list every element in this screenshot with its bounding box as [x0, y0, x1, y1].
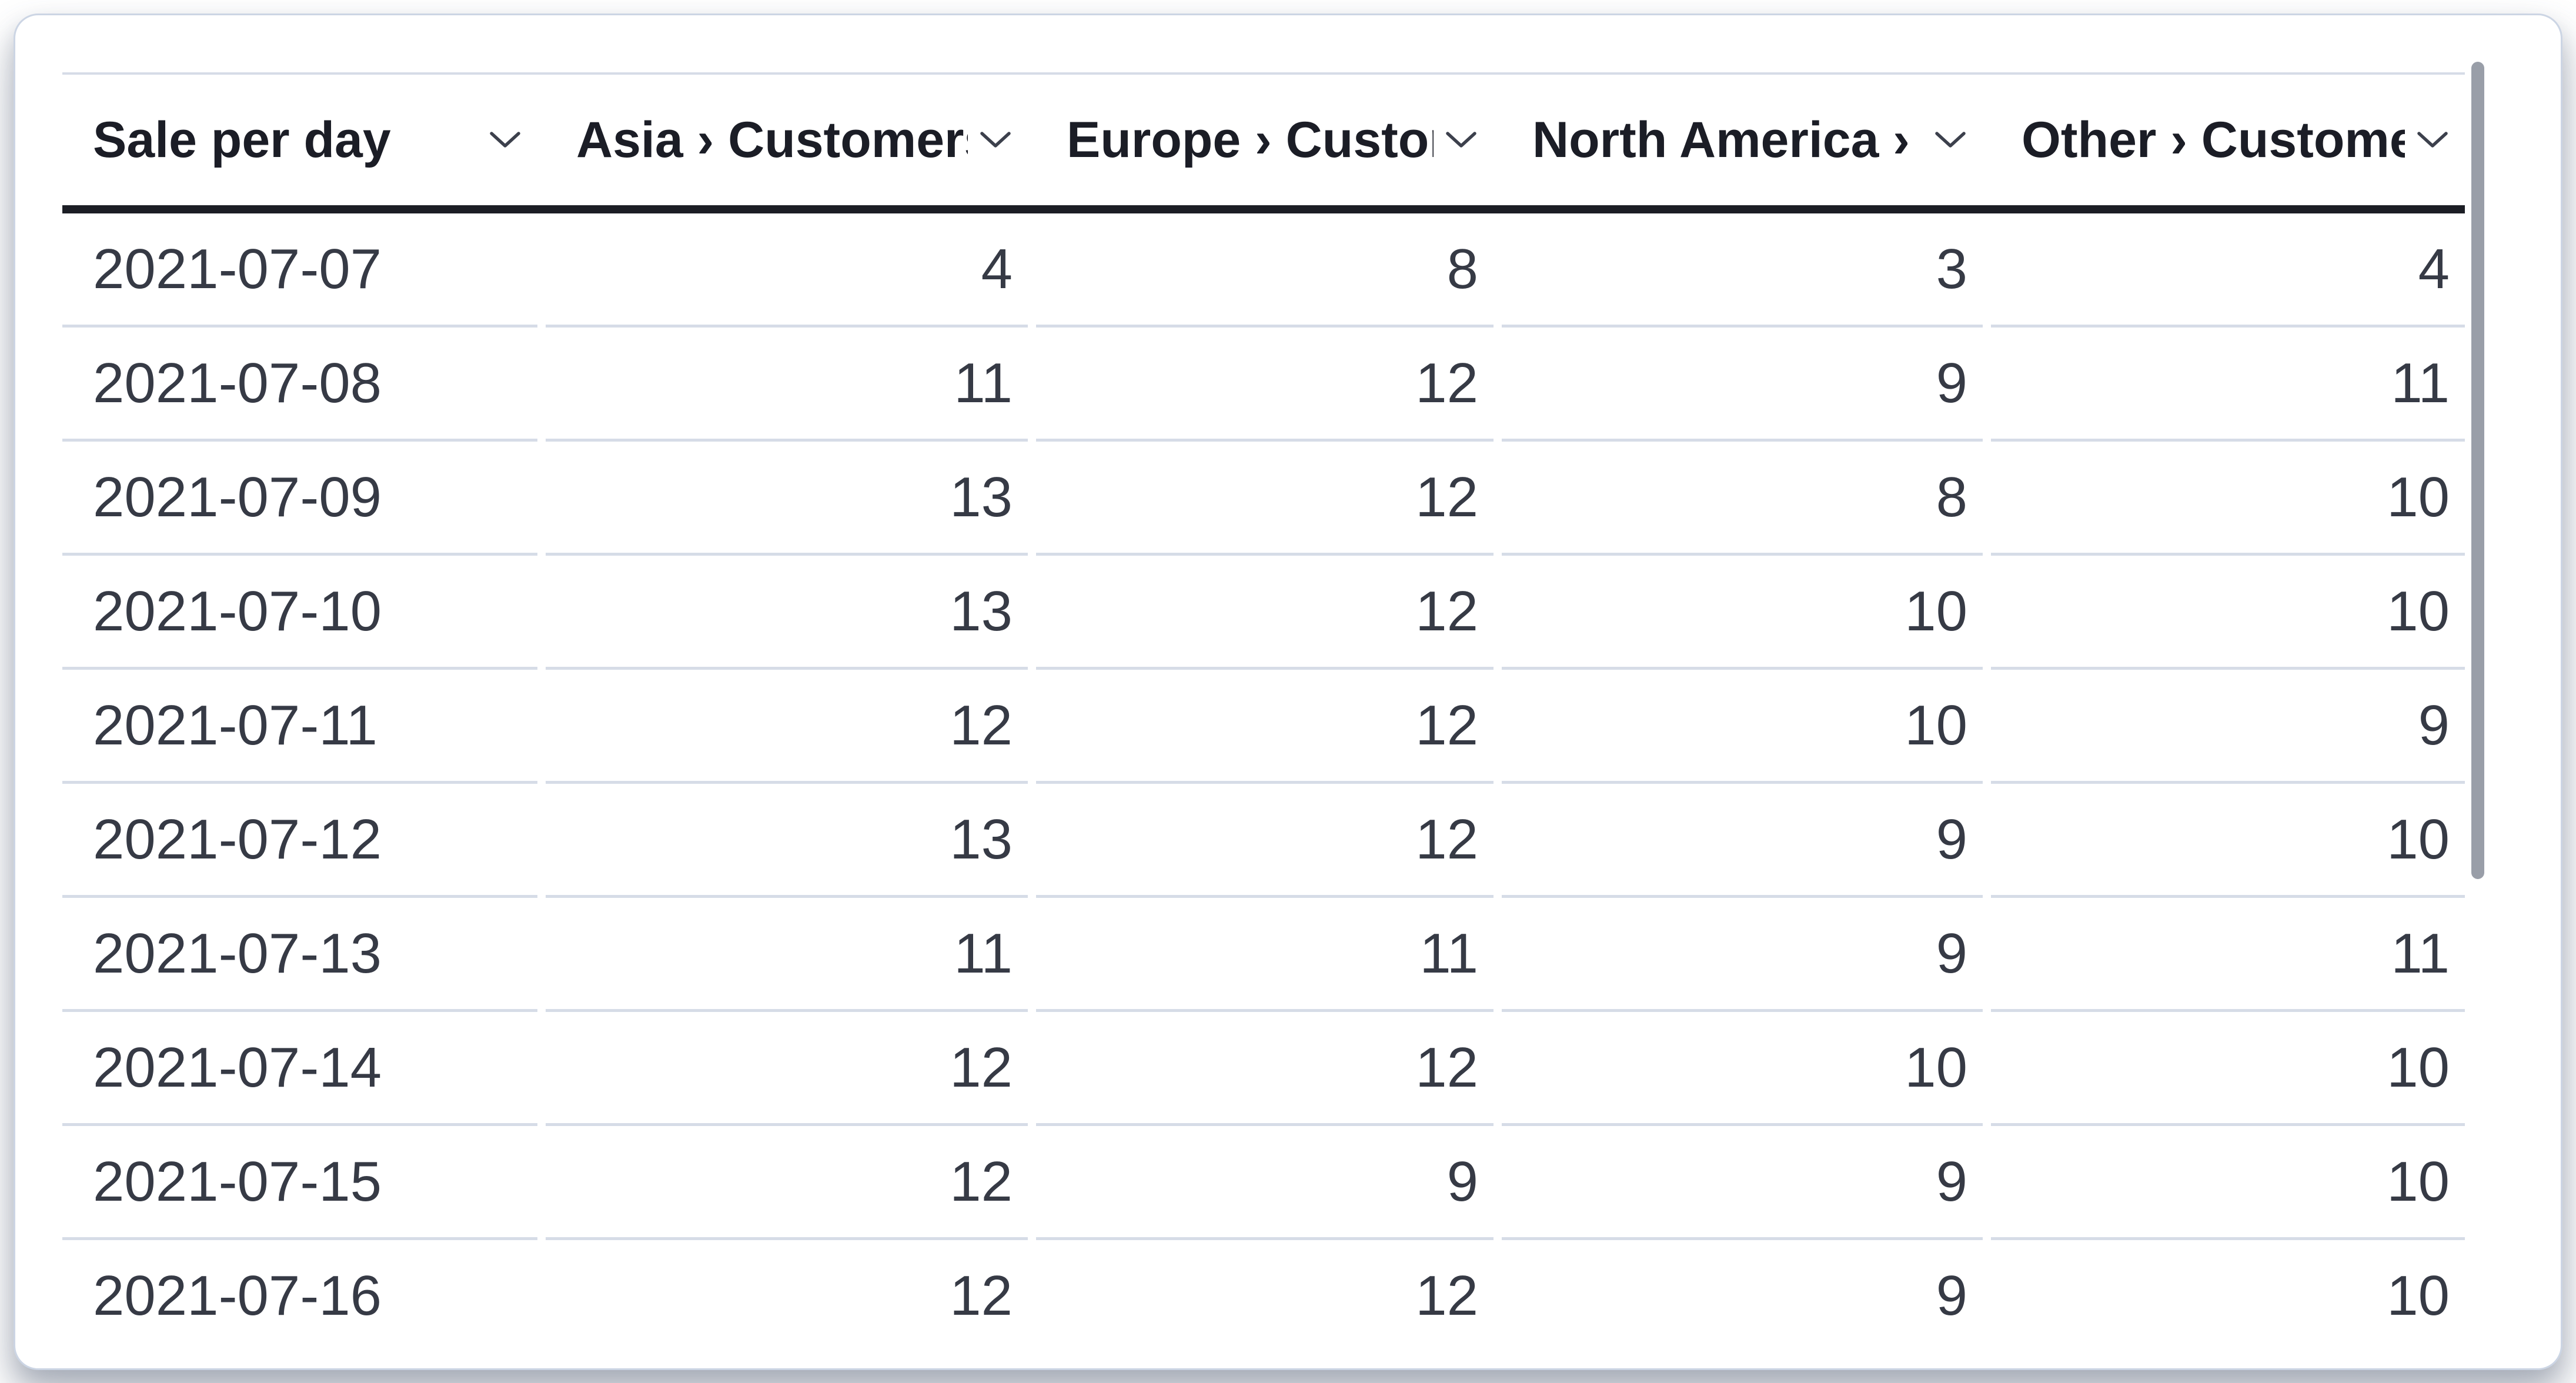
column-header-label: North America › Customers [1532, 111, 1923, 168]
table-row: 2021-07-10 13 12 10 10 [62, 556, 2465, 670]
value-cell: 10 [1991, 1126, 2465, 1240]
vertical-scrollbar-thumb[interactable] [2471, 62, 2484, 879]
value-cell: 12 [1036, 328, 1494, 442]
column-header-3[interactable]: North America › Customers [1502, 75, 1983, 205]
value-cell: 12 [546, 1012, 1028, 1126]
value-cell: 9 [1502, 1126, 1983, 1240]
table-body: 2021-07-07 4 8 3 4 2021-07-08 11 12 9 11 2021-07-0… [62, 213, 2465, 1354]
date-cell: 2021-07-11 [62, 670, 537, 784]
value-cell: 12 [1036, 670, 1494, 784]
date-cell: 2021-07-15 [62, 1126, 537, 1240]
table-header-row: Sale per day Asia › Customers Europe › C… [62, 72, 2465, 213]
value-cell: 10 [1991, 1012, 2465, 1126]
table-row: 2021-07-14 12 12 10 10 [62, 1012, 2465, 1126]
chevron-down-icon[interactable] [488, 130, 522, 150]
table-row: 2021-07-11 12 12 10 9 [62, 670, 2465, 784]
column-header-label: Europe › Customers [1067, 111, 1434, 168]
table-row: 2021-07-15 12 9 9 10 [62, 1126, 2465, 1240]
value-cell: 11 [546, 328, 1028, 442]
value-cell: 12 [546, 670, 1028, 784]
date-cell: 2021-07-16 [93, 1264, 382, 1327]
value-cell: 12 [1036, 442, 1494, 556]
sale-per-day-table-panel: Sale per day Asia › Customers Europe › C… [14, 14, 2562, 1370]
chevron-down-icon[interactable] [2415, 130, 2450, 150]
value-cell: 11 [546, 898, 1028, 1012]
column-header-4[interactable]: Other › Customers [1991, 75, 2465, 205]
value-cell: 9 [1036, 1126, 1494, 1240]
date-cell: 2021-07-14 [62, 1012, 537, 1126]
value-cell: 10 [1502, 670, 1983, 784]
table-row: 2021-07-08 11 12 9 11 [62, 328, 2465, 442]
value-cell: 12 [950, 1264, 1013, 1327]
date-cell: 2021-07-07 [62, 213, 537, 328]
date-cell: 2021-07-08 [62, 328, 537, 442]
date-cell: 2021-07-12 [62, 784, 537, 898]
table-row: 2021-07-07 4 8 3 4 [62, 213, 2465, 328]
table-row: 2021-07-16 12 12 9 10 [62, 1240, 2465, 1354]
column-header-label: Sale per day [93, 111, 391, 168]
value-cell: 9 [1502, 784, 1983, 898]
value-cell: 13 [546, 442, 1028, 556]
value-cell: 10 [1991, 442, 2465, 556]
value-cell: 12 [1036, 556, 1494, 670]
date-cell: 2021-07-09 [62, 442, 537, 556]
column-header-label: Other › Customers [2022, 111, 2405, 168]
chevron-down-icon[interactable] [978, 130, 1013, 150]
value-cell: 11 [1036, 898, 1494, 1012]
value-cell: 8 [1036, 213, 1494, 328]
data-table: Sale per day Asia › Customers Europe › C… [62, 72, 2465, 1354]
table-row: 2021-07-12 13 12 9 10 [62, 784, 2465, 898]
value-cell: 10 [2387, 1264, 2450, 1327]
value-cell: 9 [1991, 670, 2465, 784]
date-cell: 2021-07-10 [62, 556, 537, 670]
value-cell: 12 [1036, 784, 1494, 898]
table-row: 2021-07-09 13 12 8 10 [62, 442, 2465, 556]
value-cell: 9 [1502, 898, 1983, 1012]
value-cell: 9 [1502, 328, 1983, 442]
value-cell: 11 [1991, 328, 2465, 442]
column-header-0[interactable]: Sale per day [62, 75, 537, 205]
value-cell: 13 [546, 556, 1028, 670]
value-cell: 8 [1502, 442, 1983, 556]
value-cell: 10 [1991, 556, 2465, 670]
value-cell: 12 [1036, 1012, 1494, 1126]
value-cell: 10 [1502, 1012, 1983, 1126]
value-cell: 11 [1991, 898, 2465, 1012]
column-header-1[interactable]: Asia › Customers [546, 75, 1028, 205]
value-cell: 3 [1502, 213, 1983, 328]
value-cell: 4 [1991, 213, 2465, 328]
value-cell: 12 [1415, 1264, 1478, 1327]
value-cell: 13 [546, 784, 1028, 898]
column-header-label: Asia › Customers [576, 111, 968, 168]
table-row: 2021-07-13 11 11 9 11 [62, 898, 2465, 1012]
value-cell: 4 [546, 213, 1028, 328]
value-cell: 10 [1502, 556, 1983, 670]
value-cell: 12 [546, 1126, 1028, 1240]
chevron-down-icon[interactable] [1933, 130, 1967, 150]
value-cell: 9 [1936, 1264, 1967, 1327]
column-header-2[interactable]: Europe › Customers [1036, 75, 1494, 205]
date-cell: 2021-07-13 [62, 898, 537, 1012]
value-cell: 10 [1991, 784, 2465, 898]
chevron-down-icon[interactable] [1444, 130, 1478, 150]
